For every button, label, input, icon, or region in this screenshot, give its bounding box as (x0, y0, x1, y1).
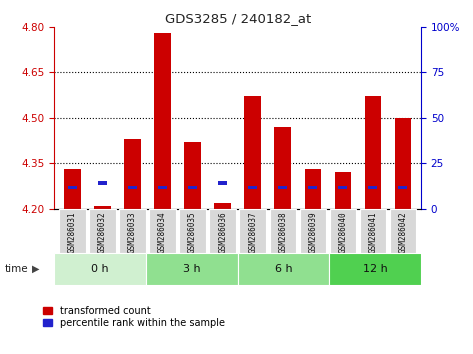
Bar (218, 181, 227, 185)
Text: GSM286040: GSM286040 (338, 212, 347, 253)
Bar (338, 186, 347, 189)
Bar (270, 209, 296, 253)
Bar (359, 209, 386, 253)
Text: GSM286032: GSM286032 (98, 212, 107, 253)
Bar (274, 127, 291, 209)
Bar (89, 209, 116, 253)
Bar (68, 186, 77, 189)
Bar (308, 186, 317, 189)
Bar (146, 253, 237, 285)
Text: GSM286034: GSM286034 (158, 212, 167, 253)
Bar (278, 186, 287, 189)
Text: GSM286038: GSM286038 (278, 212, 287, 253)
Title: GDS3285 / 240182_at: GDS3285 / 240182_at (165, 12, 311, 25)
Text: 0 h: 0 h (91, 264, 109, 274)
Bar (214, 203, 231, 209)
Bar (94, 206, 111, 209)
Legend: transformed count, percentile rank within the sample: transformed count, percentile rank withi… (43, 306, 225, 328)
Text: GSM286039: GSM286039 (308, 212, 317, 253)
Bar (239, 209, 266, 253)
Bar (329, 253, 421, 285)
Bar (237, 253, 329, 285)
Text: GSM286041: GSM286041 (368, 212, 377, 253)
Bar (365, 96, 381, 209)
Bar (158, 186, 167, 189)
Bar (248, 186, 257, 189)
Bar (188, 186, 197, 189)
Bar (98, 181, 107, 185)
Text: GSM286033: GSM286033 (128, 212, 137, 253)
Text: 6 h: 6 h (275, 264, 292, 274)
Bar (128, 186, 137, 189)
Bar (334, 172, 351, 209)
Bar (330, 209, 356, 253)
Text: GSM286042: GSM286042 (398, 212, 407, 253)
Bar (149, 209, 176, 253)
Bar (54, 253, 146, 285)
Bar (368, 186, 377, 189)
Bar (59, 209, 86, 253)
Text: GSM286036: GSM286036 (218, 212, 227, 253)
Text: time: time (5, 264, 28, 274)
Bar (154, 33, 171, 209)
Bar (305, 169, 321, 209)
Bar (210, 209, 236, 253)
Text: 3 h: 3 h (183, 264, 201, 274)
Text: 12 h: 12 h (363, 264, 387, 274)
Bar (394, 118, 411, 209)
Text: GSM286037: GSM286037 (248, 212, 257, 253)
Bar (64, 169, 81, 209)
Bar (398, 186, 407, 189)
Text: ▶: ▶ (32, 264, 40, 274)
Bar (299, 209, 326, 253)
Bar (184, 142, 201, 209)
Bar (179, 209, 206, 253)
Bar (124, 139, 141, 209)
Bar (245, 96, 261, 209)
Bar (390, 209, 416, 253)
Text: GSM286035: GSM286035 (188, 212, 197, 253)
Bar (119, 209, 146, 253)
Text: GSM286031: GSM286031 (68, 212, 77, 253)
